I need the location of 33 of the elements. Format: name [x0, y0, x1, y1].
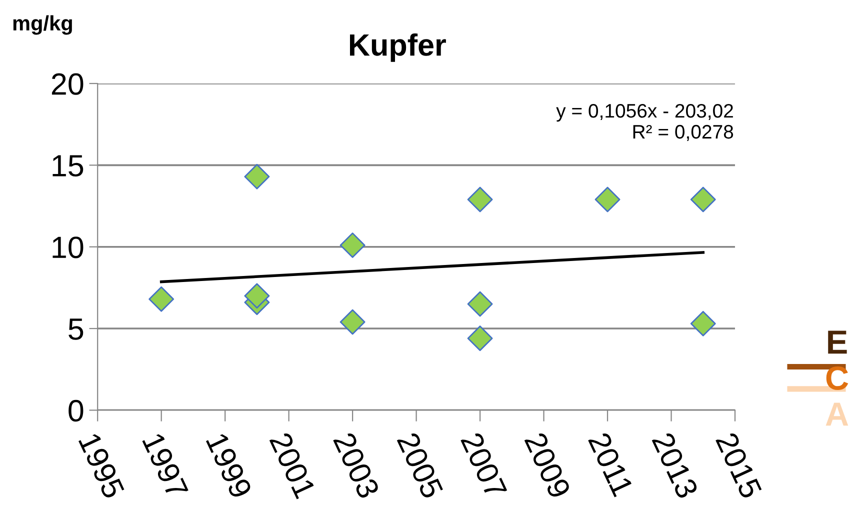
y-tick-label: 0: [68, 400, 84, 422]
chart-title: Kupfer: [350, 33, 446, 62]
y-tick-label: 5: [68, 318, 84, 340]
text: C: [826, 366, 848, 390]
point: [340, 309, 366, 335]
x-tick-label: 1997: [142, 432, 189, 500]
y-tick-label: 15: [52, 155, 84, 177]
y-axis-title: mg/kg: [13, 15, 72, 35]
text: E: [828, 330, 847, 354]
x-tick-label: 2005: [396, 431, 444, 500]
point: [244, 164, 270, 190]
point: [594, 186, 620, 212]
x-tick-label: 1995: [78, 432, 126, 500]
x-tick-label: 2009: [524, 431, 572, 500]
x-tick-label: 2013: [652, 431, 699, 500]
x-tick-label: 2015: [715, 431, 762, 500]
x-tick-label: 1999: [206, 432, 252, 500]
point: [690, 186, 716, 212]
annotation: y = 0,1056x - 203,02 R² = 0,0278: [556, 104, 734, 141]
x-tick-label: 2011: [588, 431, 634, 498]
point: [467, 326, 493, 352]
point: [244, 283, 270, 309]
point: [148, 286, 174, 312]
point: [690, 310, 716, 336]
y-tick-label: 10: [52, 236, 84, 258]
x-tick-label: 2003: [332, 431, 380, 500]
text: A: [826, 402, 848, 426]
x-tick-label: 2007: [460, 431, 508, 500]
y-tick-label: 20: [52, 73, 84, 95]
point: [467, 186, 493, 212]
point: [467, 291, 493, 317]
x-tick-label: 2001: [269, 431, 316, 500]
point: [340, 232, 366, 258]
